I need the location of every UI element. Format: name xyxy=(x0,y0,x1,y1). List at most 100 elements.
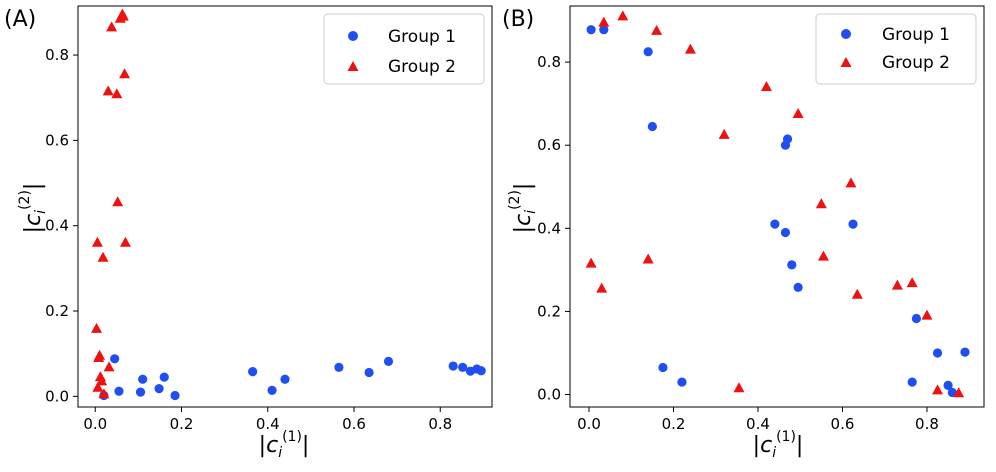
panel-b-xtick-label: 0.6 xyxy=(831,415,855,433)
panel-b-group-2-point xyxy=(792,108,804,119)
panel-a-group-1-point xyxy=(280,374,290,384)
panel-b-xlabel: |ci(1)| xyxy=(753,429,804,461)
panel-a-group-2-point xyxy=(102,85,114,96)
panel-a-group-1-point xyxy=(458,362,468,372)
panel-b-group-2-point xyxy=(718,128,730,139)
panel-a-group-2-point xyxy=(106,21,118,32)
panel-a-marks xyxy=(91,8,486,401)
panel-a-group-1-point xyxy=(334,362,344,372)
panel-b-frame xyxy=(569,5,985,408)
panel-b-group-1-point xyxy=(586,25,596,35)
panel-b-group-2-point xyxy=(817,250,829,261)
panel-a-group-1-point xyxy=(383,356,394,366)
panel-a-group-2-point xyxy=(91,236,103,247)
panel-a-group-2-point xyxy=(117,10,129,21)
panel-b-legend-label-group-1: Group 1 xyxy=(882,25,950,45)
panel-a-group-2-point xyxy=(111,88,123,99)
panel-b-ytick-label: 0.0 xyxy=(537,386,561,404)
panel-a: (A) 0.0 0.2 0.4 0.6 0.8 0.0 0.2 0.4 0.6 0.8 Group… xyxy=(4,5,493,461)
panel-b-group-2-point xyxy=(684,43,696,54)
panel-a-xtick-label: 0.6 xyxy=(342,415,366,433)
panel-b-group-2-point xyxy=(932,384,944,395)
panel-b-ytick-label: 0.6 xyxy=(537,136,561,154)
panel-a-legend-marker-group-2 xyxy=(347,61,359,71)
panel-b-group-2-point xyxy=(891,279,903,290)
panel-a-group-1-point xyxy=(110,354,120,364)
panel-a-group-1-point xyxy=(154,384,164,394)
panel-b-group-1-point xyxy=(932,348,943,358)
panel-b-group-2-point xyxy=(921,309,933,320)
panel-a-group-2-point xyxy=(97,251,109,262)
panel-a-xtick-label: 0.4 xyxy=(256,415,280,433)
panel-b-group-2-point xyxy=(733,382,745,393)
panel-a-group-1-point xyxy=(248,366,258,377)
svg-text:|ci(2)|: |ci(2)| xyxy=(507,183,539,234)
panel-b-group-1-point xyxy=(599,25,609,35)
panel-a-ytick-label: 0.6 xyxy=(45,131,69,149)
panel-a-frame xyxy=(77,5,493,408)
panel-a-group-2-point xyxy=(94,349,106,360)
panel-b-legend-label-group-2: Group 2 xyxy=(882,53,950,73)
panel-b-group-2-point xyxy=(651,24,663,35)
panel-a-ytick-label: 0.4 xyxy=(45,217,69,235)
panel-b-group-2-point xyxy=(906,277,918,288)
panel-b-ytick-label: 0.8 xyxy=(537,53,561,71)
panel-b-group-1-point xyxy=(782,134,793,144)
panel-b-group-1-point xyxy=(960,347,970,357)
panel-b-legend-marker-group-2 xyxy=(840,57,852,67)
panel-a-group-1-point xyxy=(114,386,124,396)
panel-b-group-2-point xyxy=(617,10,629,21)
svg-text:|ci(2)|: |ci(2)| xyxy=(17,183,49,234)
panel-a-group-2-point xyxy=(96,375,108,386)
panel-a-group-2-point xyxy=(119,68,131,79)
panel-a-xtick-label: 0.8 xyxy=(428,415,452,433)
panel-b-group-1-point xyxy=(643,47,653,57)
panel-a-group-2-point xyxy=(92,381,104,392)
panel-a-xtick-label: 0.0 xyxy=(83,415,107,433)
panel-a-xlabel: |ci(1)| xyxy=(259,429,310,461)
panel-b-xtick-label: 0.0 xyxy=(577,415,601,433)
panel-a-group-1-point xyxy=(135,387,146,397)
panel-b-group-2-point xyxy=(953,387,965,398)
panel-b-group-1-point xyxy=(658,362,668,373)
panel-b-group-1-point xyxy=(787,260,797,270)
panel-b-group-2-point xyxy=(598,16,610,27)
panel-b-group-1-point xyxy=(780,227,791,238)
panel-b-xtick-label: 0.2 xyxy=(662,415,686,433)
panel-a-legend-marker-group-1 xyxy=(348,31,358,41)
panel-b-group-1-point xyxy=(911,313,922,324)
panel-a-group-1-point xyxy=(448,361,458,371)
panel-a-group-1-point xyxy=(364,367,374,378)
panel-a-legend-label-group-2: Group 2 xyxy=(388,57,456,77)
panel-b-group-1-point xyxy=(793,282,803,292)
panel-b-ytick-label: 0.4 xyxy=(537,219,561,237)
panel-a-group-2-point xyxy=(91,322,103,333)
panel-b-xtick-label: 0.4 xyxy=(746,415,770,433)
panel-a-group-1-point xyxy=(159,372,169,382)
panel-a-legend-box xyxy=(323,13,485,85)
panel-b-group-2-point xyxy=(760,81,772,92)
panel-b-group-1-point xyxy=(907,377,917,387)
panel-b-group-2-point xyxy=(845,177,857,188)
panel-a-ticks: 0.0 0.2 0.4 0.6 0.8 0.0 0.2 0.4 0.6 0.8 xyxy=(45,46,452,433)
panel-a-legend-label-group-1: Group 1 xyxy=(388,27,456,47)
panel-a-ytick-label: 0.2 xyxy=(45,302,69,320)
panel-b: (B) 0.0 0.2 0.4 0.6 0.8 0.0 0.2 0.4 0.6 0.8 Group… xyxy=(502,5,985,461)
panel-b-group-1-point xyxy=(770,219,780,229)
panel-a-group-2-point xyxy=(103,361,115,372)
panel-b-group-2-point xyxy=(851,288,863,299)
panel-b-legend-marker-group-1 xyxy=(841,29,851,39)
panel-a-group-2-point xyxy=(98,388,110,399)
panel-a-group-1-point xyxy=(138,374,148,384)
panel-a-label: (A) xyxy=(4,7,36,32)
panel-b-label: (B) xyxy=(502,7,534,32)
panel-a-group-2-point xyxy=(119,236,131,247)
panel-b-legend: Group 1 Group 2 xyxy=(815,13,977,85)
panel-b-group-1-point xyxy=(943,380,953,390)
panel-a-group-1-point xyxy=(476,366,486,376)
panel-b-legend-box xyxy=(815,13,977,85)
panel-a-group-1-point xyxy=(267,385,277,395)
panel-a-group-1-point xyxy=(170,390,180,401)
svg-text:|ci(1)|: |ci(1)| xyxy=(753,429,804,461)
